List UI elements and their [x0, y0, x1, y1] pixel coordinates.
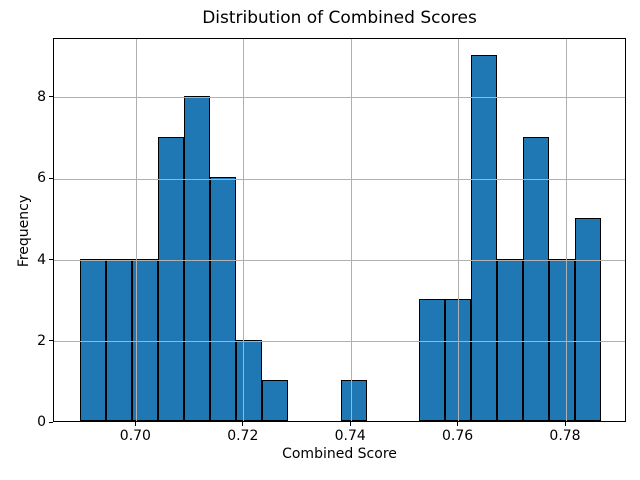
x-tick-label: 0.74 [334, 428, 366, 444]
y-gridline [54, 341, 625, 343]
y-tick-mark [49, 340, 53, 342]
y-tick-mark [49, 96, 53, 98]
y-tick-mark [49, 259, 53, 260]
x-tick-mark [349, 422, 351, 426]
x-tick-mark [457, 422, 459, 426]
x-gridline [135, 39, 137, 421]
x-tick-label: 0.70 [119, 428, 151, 444]
y-gridline [54, 97, 625, 99]
histogram-bar [184, 95, 211, 421]
y-tick-mark [49, 177, 53, 179]
y-tick-label: 8 [37, 88, 46, 105]
histogram-bar [574, 217, 601, 421]
y-gridline [54, 260, 625, 261]
histogram-bar [158, 136, 185, 421]
x-tick-mark [564, 422, 566, 426]
y-tick-label: 0 [37, 414, 46, 430]
histogram-bar [496, 258, 523, 421]
histogram-bar [210, 177, 237, 421]
bars-layer [54, 39, 625, 421]
chart-title: Distribution of Combined Scores [202, 8, 477, 28]
histogram-bar [340, 380, 367, 421]
histogram-bar [262, 380, 289, 421]
y-gridline [54, 178, 625, 180]
x-tick-label: 0.72 [227, 428, 259, 444]
x-gridline [565, 39, 567, 421]
histogram-bar [80, 258, 106, 421]
y-axis-label: Frequency [16, 194, 32, 268]
y-tick-label: 6 [37, 170, 46, 187]
grid-layer [54, 39, 625, 421]
histogram-bar [470, 55, 497, 421]
histogram-bar [548, 258, 575, 421]
x-tick-label: 0.76 [442, 428, 474, 444]
histogram-bar [106, 258, 133, 421]
x-tick-mark [134, 422, 136, 426]
histogram-bar [236, 339, 263, 421]
plot-area [53, 38, 626, 422]
y-tick-mark [49, 421, 53, 423]
histogram-bar [522, 136, 549, 421]
histogram-bar [444, 299, 471, 421]
y-tick-label: 2 [37, 332, 46, 349]
x-axis-label: Combined Score [282, 446, 397, 462]
histogram-bar [418, 299, 445, 421]
x-gridline [458, 39, 460, 421]
x-tick-mark [242, 422, 244, 426]
x-gridline [243, 39, 245, 421]
x-gridline [350, 39, 352, 421]
x-tick-label: 0.78 [549, 428, 581, 444]
y-tick-label: 4 [37, 251, 46, 268]
